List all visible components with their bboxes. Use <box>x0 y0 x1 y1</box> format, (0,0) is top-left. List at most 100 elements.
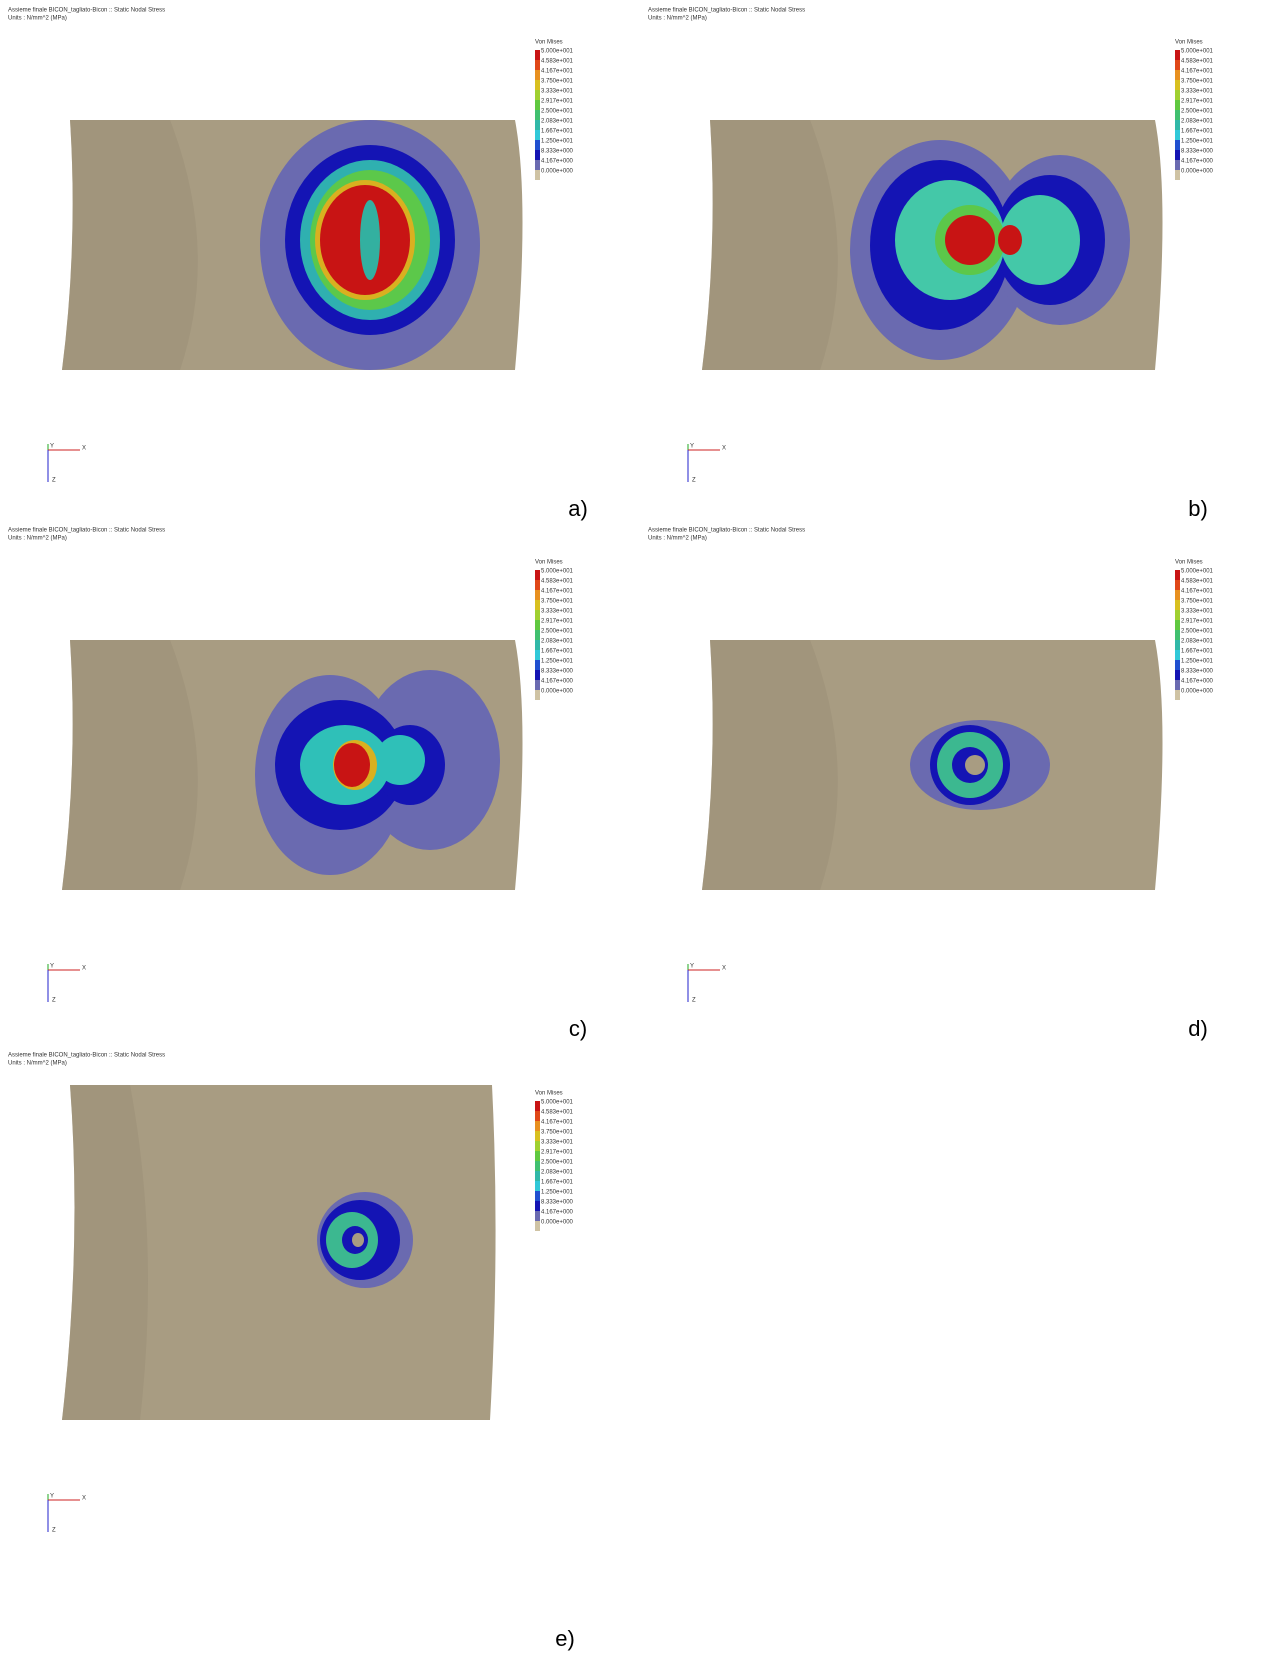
legend-label: 4.583e+001 <box>1181 59 1214 65</box>
legend-swatch <box>535 680 540 690</box>
legend-label: 1.667e+001 <box>1181 129 1214 135</box>
legend-swatch <box>535 120 540 130</box>
legend-label: 3.333e+001 <box>541 609 574 615</box>
panel: Assieme finale BICON_tagliato-Bicon :: S… <box>648 8 1214 484</box>
legend-label: 2.500e+001 <box>1181 629 1214 635</box>
panel-label: a) <box>568 496 588 521</box>
legend-swatch <box>1175 580 1180 590</box>
legend-swatch <box>535 1211 540 1221</box>
legend-swatch <box>1175 150 1180 160</box>
legend-swatch <box>535 1161 540 1171</box>
legend-label: 4.167e+001 <box>1181 589 1214 595</box>
legend-label: 5.000e+001 <box>541 1100 574 1106</box>
panel: Assieme finale BICON_tagliato-Bicon :: S… <box>8 528 574 1004</box>
legend-label: 2.917e+001 <box>541 619 574 625</box>
legend-swatch <box>535 150 540 160</box>
legend-swatch <box>1175 70 1180 80</box>
legend-label: 3.750e+001 <box>1181 79 1214 85</box>
legend-swatch <box>1175 590 1180 600</box>
axis-z-label: Z <box>52 1528 56 1534</box>
stress-contour <box>375 735 425 785</box>
legend-label: 5.000e+001 <box>541 49 574 55</box>
legend-title: Von Mises <box>535 560 563 566</box>
panel-title: Assieme finale BICON_tagliato-Bicon :: S… <box>648 8 805 14</box>
stress-contour <box>965 755 985 775</box>
legend-label: 4.167e+001 <box>541 69 574 75</box>
legend-label: 1.250e+001 <box>1181 139 1214 145</box>
legend-swatch <box>1175 160 1180 170</box>
legend-label: 8.333e+000 <box>541 149 574 155</box>
model-shade <box>702 120 838 370</box>
legend-label: 3.750e+001 <box>541 599 574 605</box>
legend-swatch <box>1175 130 1180 140</box>
legend-swatch <box>535 690 540 700</box>
legend-swatch <box>1175 50 1180 60</box>
legend-swatch <box>535 1121 540 1131</box>
legend-swatch <box>1175 80 1180 90</box>
legend-label: 5.000e+001 <box>541 569 574 575</box>
legend-label: 4.167e+000 <box>1181 679 1214 685</box>
legend-label: 4.167e+001 <box>541 1120 574 1126</box>
legend-label: 2.083e+001 <box>541 1170 574 1176</box>
legend-swatch <box>535 610 540 620</box>
figure: Assieme finale BICON_tagliato-Bicon :: S… <box>0 0 1272 1659</box>
legend-label: 4.167e+001 <box>1181 69 1214 75</box>
axis-y-label: Y <box>690 964 694 970</box>
legend-label: 4.167e+000 <box>541 1210 574 1216</box>
legend-label: 3.750e+001 <box>541 1130 574 1136</box>
legend-label: 1.250e+001 <box>541 1190 574 1196</box>
legend-swatch <box>535 1201 540 1211</box>
legend-swatch <box>1175 170 1180 180</box>
legend-label: 5.000e+001 <box>1181 49 1214 55</box>
legend-swatch <box>535 110 540 120</box>
panel-label: e) <box>555 1626 575 1651</box>
units: Units : N/mm^2 (MPa) <box>8 536 67 542</box>
legend-label: 4.583e+001 <box>541 59 574 65</box>
axis-x-label: X <box>82 446 86 452</box>
legend-swatch <box>535 570 540 580</box>
legend-swatch <box>535 630 540 640</box>
legend-label: 4.167e+000 <box>541 679 574 685</box>
model-shade <box>702 640 838 890</box>
legend-swatch <box>535 170 540 180</box>
panel: Assieme finale BICON_tagliato-Bicon :: S… <box>8 1053 574 1534</box>
legend-swatch <box>535 620 540 630</box>
model-shade <box>62 640 198 890</box>
axis-z-label: Z <box>692 478 696 484</box>
panel-title: Assieme finale BICON_tagliato-Bicon :: S… <box>8 8 165 14</box>
legend-swatch <box>535 1101 540 1111</box>
axis-z-label: Z <box>692 998 696 1004</box>
legend-swatch <box>535 670 540 680</box>
legend-swatch <box>535 1141 540 1151</box>
model-shade <box>62 1085 148 1420</box>
legend-swatch <box>535 1151 540 1161</box>
legend-label: 2.083e+001 <box>1181 119 1214 125</box>
legend-label: 0.000e+000 <box>541 169 574 175</box>
legend-swatch <box>535 90 540 100</box>
legend-swatch <box>1175 100 1180 110</box>
legend-label: 0.000e+000 <box>541 1220 574 1226</box>
stress-contour <box>352 1233 364 1247</box>
legend-label: 1.250e+001 <box>541 659 574 665</box>
legend-label: 2.083e+001 <box>1181 639 1214 645</box>
legend-label: 3.750e+001 <box>1181 599 1214 605</box>
legend-label: 3.333e+001 <box>1181 89 1214 95</box>
legend-swatch <box>1175 60 1180 70</box>
legend-label: 2.917e+001 <box>541 99 574 105</box>
legend-label: 4.167e+001 <box>541 589 574 595</box>
legend-swatch <box>1175 110 1180 120</box>
legend-swatch <box>535 160 540 170</box>
legend-swatch <box>535 70 540 80</box>
legend-swatch <box>1175 570 1180 580</box>
panel: Assieme finale BICON_tagliato-Bicon :: S… <box>8 8 574 484</box>
legend-label: 8.333e+000 <box>541 1200 574 1206</box>
legend-swatch <box>1175 690 1180 700</box>
stress-contour <box>945 215 995 265</box>
legend-label: 2.083e+001 <box>541 119 574 125</box>
panel-title: Assieme finale BICON_tagliato-Bicon :: S… <box>648 528 805 534</box>
legend-swatch <box>1175 640 1180 650</box>
units: Units : N/mm^2 (MPa) <box>8 1061 67 1067</box>
legend-title: Von Mises <box>535 40 563 46</box>
stress-contour <box>334 743 370 787</box>
stress-contour <box>360 200 380 280</box>
